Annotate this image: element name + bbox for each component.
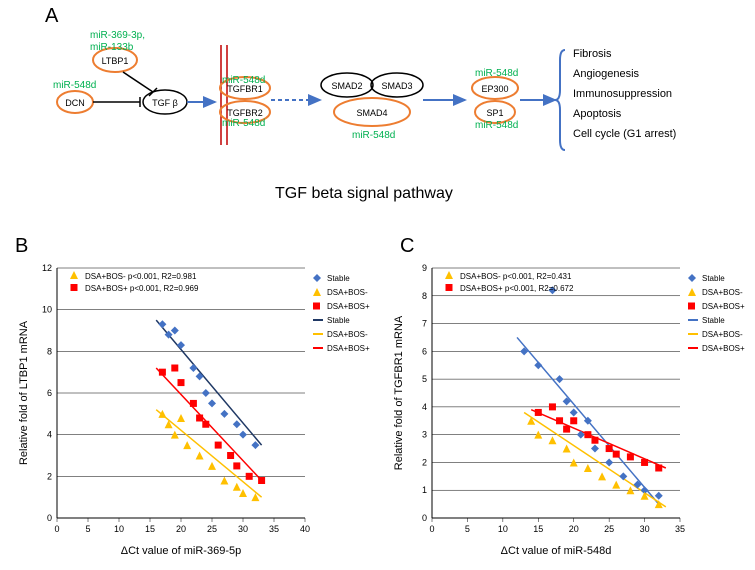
node-dcn: DCN	[65, 98, 85, 108]
mir-label-2: miR-548d	[53, 80, 96, 91]
svg-text:0: 0	[429, 524, 434, 534]
svg-text:5: 5	[85, 524, 90, 534]
node-tgfbr2: TGFBR2	[227, 108, 263, 118]
svg-text:10: 10	[114, 524, 124, 534]
svg-text:DSA+BOS- p<0.001, R2=0.981: DSA+BOS- p<0.001, R2=0.981	[85, 272, 197, 281]
node-smad2: SMAD2	[331, 81, 362, 91]
mir-label-4: miR-548d	[222, 118, 265, 129]
svg-text:5: 5	[465, 524, 470, 534]
svg-text:12: 12	[42, 263, 52, 273]
svg-text:DSA+BOS+: DSA+BOS+	[327, 344, 370, 353]
mir-label-6: miR-548d	[475, 68, 518, 79]
panel-b-label: B	[15, 235, 28, 258]
svg-text:DSA+BOS-: DSA+BOS-	[702, 288, 743, 297]
outcome-1: Fibrosis	[573, 48, 612, 60]
svg-text:ΔCt value of miR-548d: ΔCt value of miR-548d	[501, 545, 612, 557]
outcome-3: Immunosuppression	[573, 88, 672, 100]
mir-label-5: miR-548d	[352, 130, 395, 141]
svg-text:DSA+BOS+: DSA+BOS+	[702, 302, 745, 311]
svg-text:Stable: Stable	[327, 316, 350, 325]
svg-text:2: 2	[47, 471, 52, 481]
svg-text:5: 5	[422, 374, 427, 384]
svg-text:Stable: Stable	[327, 274, 350, 283]
svg-text:ΔCt value of miR-369-5p: ΔCt value of miR-369-5p	[121, 545, 241, 557]
svg-text:DSA+BOS+: DSA+BOS+	[702, 344, 745, 353]
svg-text:DSA+BOS-: DSA+BOS-	[327, 330, 368, 339]
svg-text:Relative fold of TGFBR1 mRNA: Relative fold of TGFBR1 mRNA	[393, 315, 405, 470]
svg-text:DSA+BOS+: DSA+BOS+	[327, 302, 370, 311]
svg-text:DSA+BOS-: DSA+BOS-	[327, 288, 368, 297]
svg-text:1: 1	[422, 485, 427, 495]
svg-text:Stable: Stable	[702, 316, 725, 325]
svg-text:30: 30	[640, 524, 650, 534]
node-sp1: SP1	[486, 108, 503, 118]
svg-text:20: 20	[176, 524, 186, 534]
node-tgfb: TGF β	[152, 98, 178, 108]
svg-text:0: 0	[422, 513, 427, 523]
svg-text:9: 9	[422, 263, 427, 273]
svg-text:6: 6	[422, 346, 427, 356]
svg-text:DSA+BOS+ p<0.001, R2=0.969: DSA+BOS+ p<0.001, R2=0.969	[85, 284, 199, 293]
svg-text:8: 8	[422, 291, 427, 301]
svg-text:8: 8	[47, 346, 52, 356]
svg-text:35: 35	[675, 524, 685, 534]
svg-text:15: 15	[145, 524, 155, 534]
svg-text:7: 7	[422, 319, 427, 329]
pathway-title: TGF beta signal pathway	[275, 185, 453, 203]
node-ep300: EP300	[481, 84, 508, 94]
chart-c: 0 1 2 3 4 5 6 7 8 9 0 5 10 15 20 25 30 35 ΔCt value of miR…	[390, 260, 750, 560]
chart-b: 0 2 4 6 8 10 12 0 5 10 15 20 25 30 35 40 ΔCt value of mi…	[15, 260, 375, 560]
svg-text:DSA+BOS-: DSA+BOS-	[702, 330, 743, 339]
svg-text:0: 0	[54, 524, 59, 534]
outcome-2: Angiogenesis	[573, 68, 639, 80]
svg-text:25: 25	[604, 524, 614, 534]
svg-text:3: 3	[422, 430, 427, 440]
svg-text:15: 15	[533, 524, 543, 534]
outcome-4: Apoptosis	[573, 108, 621, 120]
svg-text:25: 25	[207, 524, 217, 534]
node-ltbp1: LTBP1	[102, 56, 129, 66]
node-smad3: SMAD3	[381, 81, 412, 91]
mir-label-1b: miR-133b	[90, 42, 133, 53]
svg-text:20: 20	[569, 524, 579, 534]
svg-text:30: 30	[238, 524, 248, 534]
svg-text:0: 0	[47, 513, 52, 523]
svg-text:4: 4	[422, 402, 427, 412]
mir-label-7: miR-548d	[475, 120, 518, 131]
svg-text:2: 2	[422, 457, 427, 467]
svg-text:4: 4	[47, 430, 52, 440]
node-smad4: SMAD4	[356, 108, 387, 118]
mir-label-3: miR-548d	[222, 75, 265, 86]
svg-text:Stable: Stable	[702, 274, 725, 283]
svg-text:10: 10	[498, 524, 508, 534]
svg-text:DSA+BOS+ p<0.001, R2=0.672: DSA+BOS+ p<0.001, R2=0.672	[460, 284, 574, 293]
svg-text:Relative fold of LTBP1 mRNA: Relative fold of LTBP1 mRNA	[18, 320, 30, 465]
svg-text:10: 10	[42, 305, 52, 315]
svg-text:6: 6	[47, 388, 52, 398]
mir-label-1: miR-369-3p,	[90, 30, 145, 41]
outcome-5: Cell cycle (G1 arrest)	[573, 128, 676, 140]
svg-text:35: 35	[269, 524, 279, 534]
svg-text:DSA+BOS- p<0.001, R2=0.431: DSA+BOS- p<0.001, R2=0.431	[460, 272, 572, 281]
panel-c-label: C	[400, 235, 414, 258]
svg-text:40: 40	[300, 524, 310, 534]
panel-a-label: A	[45, 5, 58, 28]
